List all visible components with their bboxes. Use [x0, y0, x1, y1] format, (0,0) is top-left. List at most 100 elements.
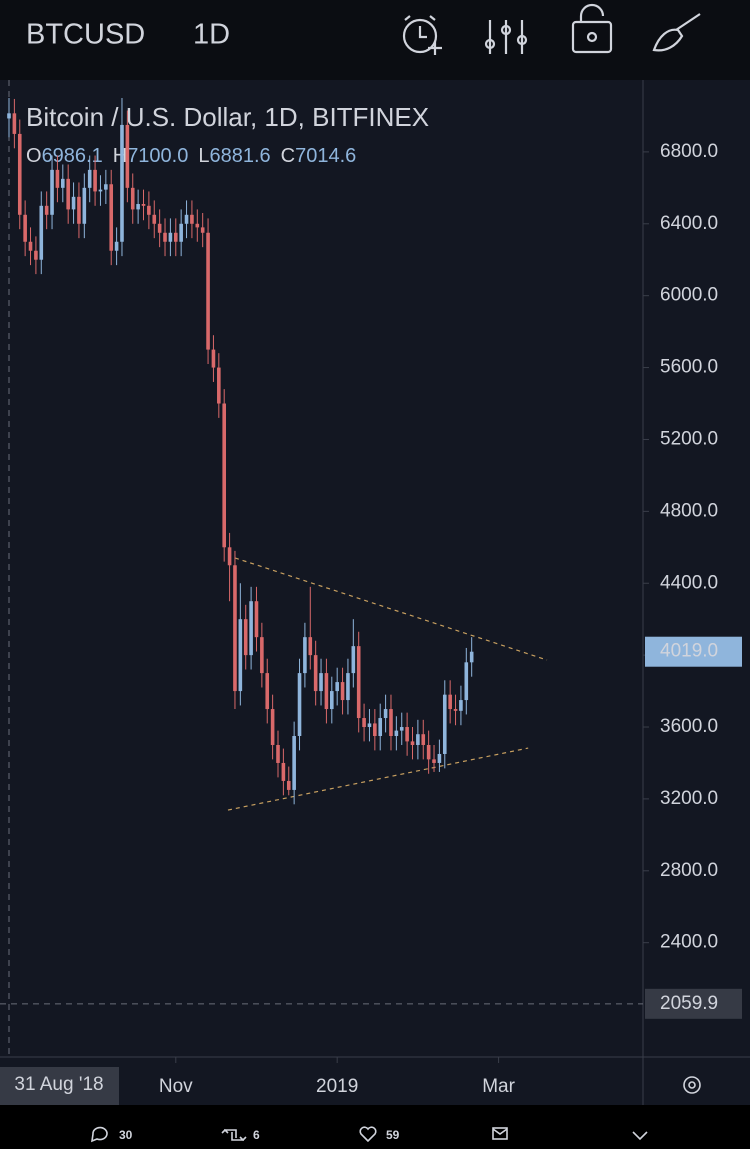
candle-body [200, 227, 205, 233]
candle-body [297, 673, 302, 737]
toolbar-icons[interactable] [402, 3, 701, 55]
candle-body [362, 718, 366, 728]
candle-body [335, 682, 339, 692]
candle-body [50, 169, 54, 215]
like-count: 59 [386, 1128, 400, 1142]
top-bar [0, 0, 750, 80]
candle-body [227, 547, 232, 566]
candle-body [356, 646, 361, 719]
candle-body [136, 204, 140, 210]
candle-body [190, 214, 194, 224]
candle-body [281, 762, 286, 781]
candle-body [410, 741, 415, 745]
candle-body [437, 753, 442, 763]
candle-body [39, 205, 44, 260]
candle-body [87, 169, 92, 188]
legend-key: H [113, 145, 127, 167]
y-tick-label: 5200.0 [660, 428, 718, 449]
candle-body [448, 694, 452, 710]
candle-body [7, 113, 11, 119]
candle-body [238, 619, 243, 692]
candle-body [77, 196, 81, 224]
candle-body [270, 709, 275, 745]
candle-body [55, 169, 60, 188]
chart-title: Bitcoin / U.S. Dollar, 1D, BITFINEX [26, 102, 429, 132]
candle-body [130, 187, 135, 210]
candle-body [469, 651, 474, 663]
candle-body [233, 565, 237, 692]
candle-body [195, 223, 200, 228]
candle-body [222, 403, 226, 548]
candle-body [265, 673, 270, 710]
candle-body [184, 214, 189, 224]
candle-body [421, 734, 426, 745]
legend-value: 6986.1 [42, 145, 103, 167]
candle-body [442, 694, 447, 754]
y-tick-label: 5600.0 [660, 357, 718, 378]
candle-body [276, 744, 280, 763]
candle-body [416, 734, 420, 745]
ohlc-legend: O6986.1 H7100.0 L6881.6 C7014.6 [26, 145, 356, 167]
candle-body [17, 133, 22, 215]
candle-body [44, 205, 49, 215]
candle-body [23, 214, 27, 242]
candle-body [340, 682, 345, 701]
candle-body [168, 232, 173, 242]
candle-body [464, 662, 469, 701]
tweet-bar [0, 1105, 750, 1149]
candle-body [453, 709, 458, 711]
candle-body [292, 736, 296, 790]
price-marker-label: 4019.0 [660, 641, 718, 662]
symbol[interactable]: BTCUSD [26, 19, 145, 51]
legend-value: 7100.0 [127, 145, 188, 167]
candle-body [163, 232, 167, 242]
candle-body [28, 241, 33, 251]
candle-body [173, 232, 178, 242]
candle-body [147, 205, 151, 215]
candle-body [152, 214, 157, 224]
legend-value: 6881.6 [209, 145, 270, 167]
price-marker-box [645, 988, 742, 1019]
candle-body [394, 730, 399, 737]
candle-body [157, 223, 162, 233]
chart-pane [0, 80, 750, 1105]
candle-body [179, 223, 183, 242]
candle-body [367, 723, 372, 728]
candle-body [98, 189, 103, 192]
candle-body [243, 619, 248, 656]
candle-body [34, 250, 38, 260]
x-tick-label: 2019 [316, 1076, 358, 1097]
plot: 2400.02800.03200.03600.04000.04400.04800… [0, 80, 742, 1105]
candle-body [286, 780, 291, 790]
candle-body [324, 673, 329, 710]
candle-body [383, 709, 388, 719]
y-tick-label: 2400.0 [660, 932, 718, 953]
legend-key: O [26, 145, 42, 167]
candle-body [351, 646, 356, 674]
candle-body [93, 169, 97, 192]
candle-body [206, 232, 210, 350]
legend-key: L [198, 145, 209, 167]
x-tick-label: Nov [159, 1076, 193, 1097]
crosshair-date-box [0, 1067, 119, 1105]
legend-value: 7014.6 [295, 145, 356, 167]
candle-body [459, 700, 463, 711]
candle-body [114, 241, 119, 251]
candle-body [330, 691, 334, 710]
candle-body [109, 184, 114, 251]
tweet-icons[interactable] [91, 1076, 701, 1143]
candle-body [120, 124, 124, 242]
interval[interactable]: 1D [193, 19, 230, 51]
candle-body [399, 727, 404, 731]
x-tick-label: 31 Aug '18 [14, 1074, 103, 1095]
candle-body [61, 178, 65, 188]
candle-body [308, 637, 313, 656]
candle-body [211, 349, 216, 368]
candle-body [405, 727, 409, 742]
y-tick-label: 6400.0 [660, 213, 718, 234]
candle-body [313, 655, 318, 692]
candle-body [66, 178, 70, 210]
candle-body [141, 204, 146, 206]
candle-body [12, 113, 17, 134]
candle-body [346, 673, 350, 701]
